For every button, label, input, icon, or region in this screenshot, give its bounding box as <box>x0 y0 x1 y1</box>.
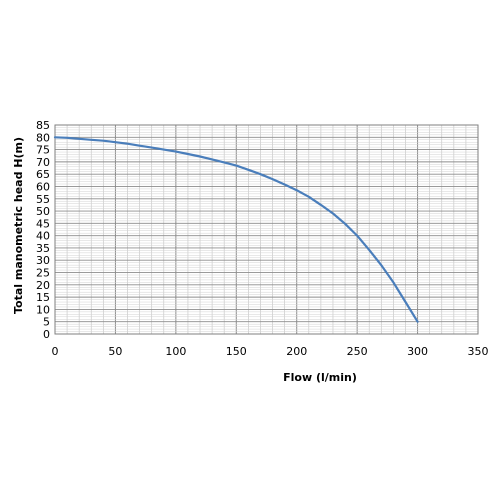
y-tick-label: 85 <box>36 119 50 132</box>
x-tick-label: 150 <box>226 345 247 358</box>
y-tick-label: 60 <box>36 180 50 193</box>
y-tick-label: 5 <box>43 316 50 329</box>
y-tick-label: 10 <box>36 303 50 316</box>
series-line <box>53 136 419 323</box>
y-tick-label: 75 <box>36 144 50 157</box>
x-tick-label: 200 <box>286 345 307 358</box>
y-tick-label: 0 <box>43 328 50 341</box>
y-tick-label: 65 <box>36 168 50 181</box>
x-tick-label: 100 <box>165 345 186 358</box>
y-tick-label: 40 <box>36 230 50 243</box>
x-tick-label: 50 <box>108 345 122 358</box>
plot-area-frame <box>54 124 479 335</box>
y-tick-label: 30 <box>36 254 50 267</box>
grid <box>54 124 479 335</box>
x-tick-label: 250 <box>347 345 368 358</box>
y-tick-label: 25 <box>36 267 50 280</box>
x-axis-ticks: 0 50 100 150 200 250 300 350 <box>52 345 489 358</box>
y-tick-label: 20 <box>36 279 50 292</box>
x-tick-label: 0 <box>52 345 59 358</box>
y-axis-title: Total manometric head H(m) <box>12 137 25 314</box>
x-tick-label: 350 <box>468 345 489 358</box>
y-tick-label: 35 <box>36 242 50 255</box>
x-axis-title: Flow (l/min) <box>283 371 357 384</box>
y-tick-label: 50 <box>36 205 50 218</box>
x-tick-label: 300 <box>407 345 428 358</box>
y-tick-label: 80 <box>36 131 50 144</box>
y-tick-label: 45 <box>36 217 50 230</box>
y-tick-label: 55 <box>36 193 50 206</box>
y-tick-label: 70 <box>36 156 50 169</box>
y-tick-label: 15 <box>36 291 50 304</box>
